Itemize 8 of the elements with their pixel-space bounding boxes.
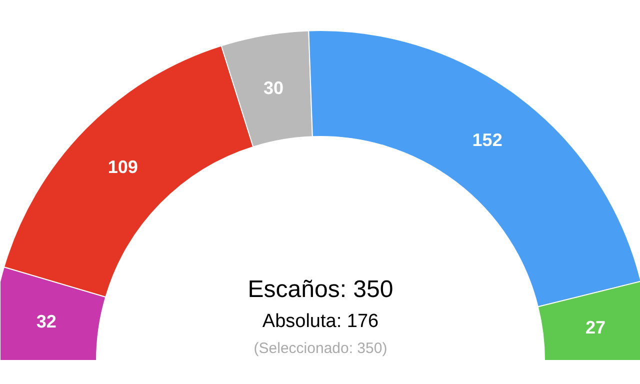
data-label: 152 <box>472 130 502 150</box>
text: Escaños: 350 <box>248 276 394 303</box>
data-label: 30 <box>263 78 284 98</box>
data-label: 32 <box>36 311 56 332</box>
text: Absoluta: 176 <box>262 311 379 332</box>
text: (Seleccionado: 350) <box>254 340 388 357</box>
data-label: 109 <box>108 156 138 177</box>
data-label: 27 <box>585 318 606 338</box>
